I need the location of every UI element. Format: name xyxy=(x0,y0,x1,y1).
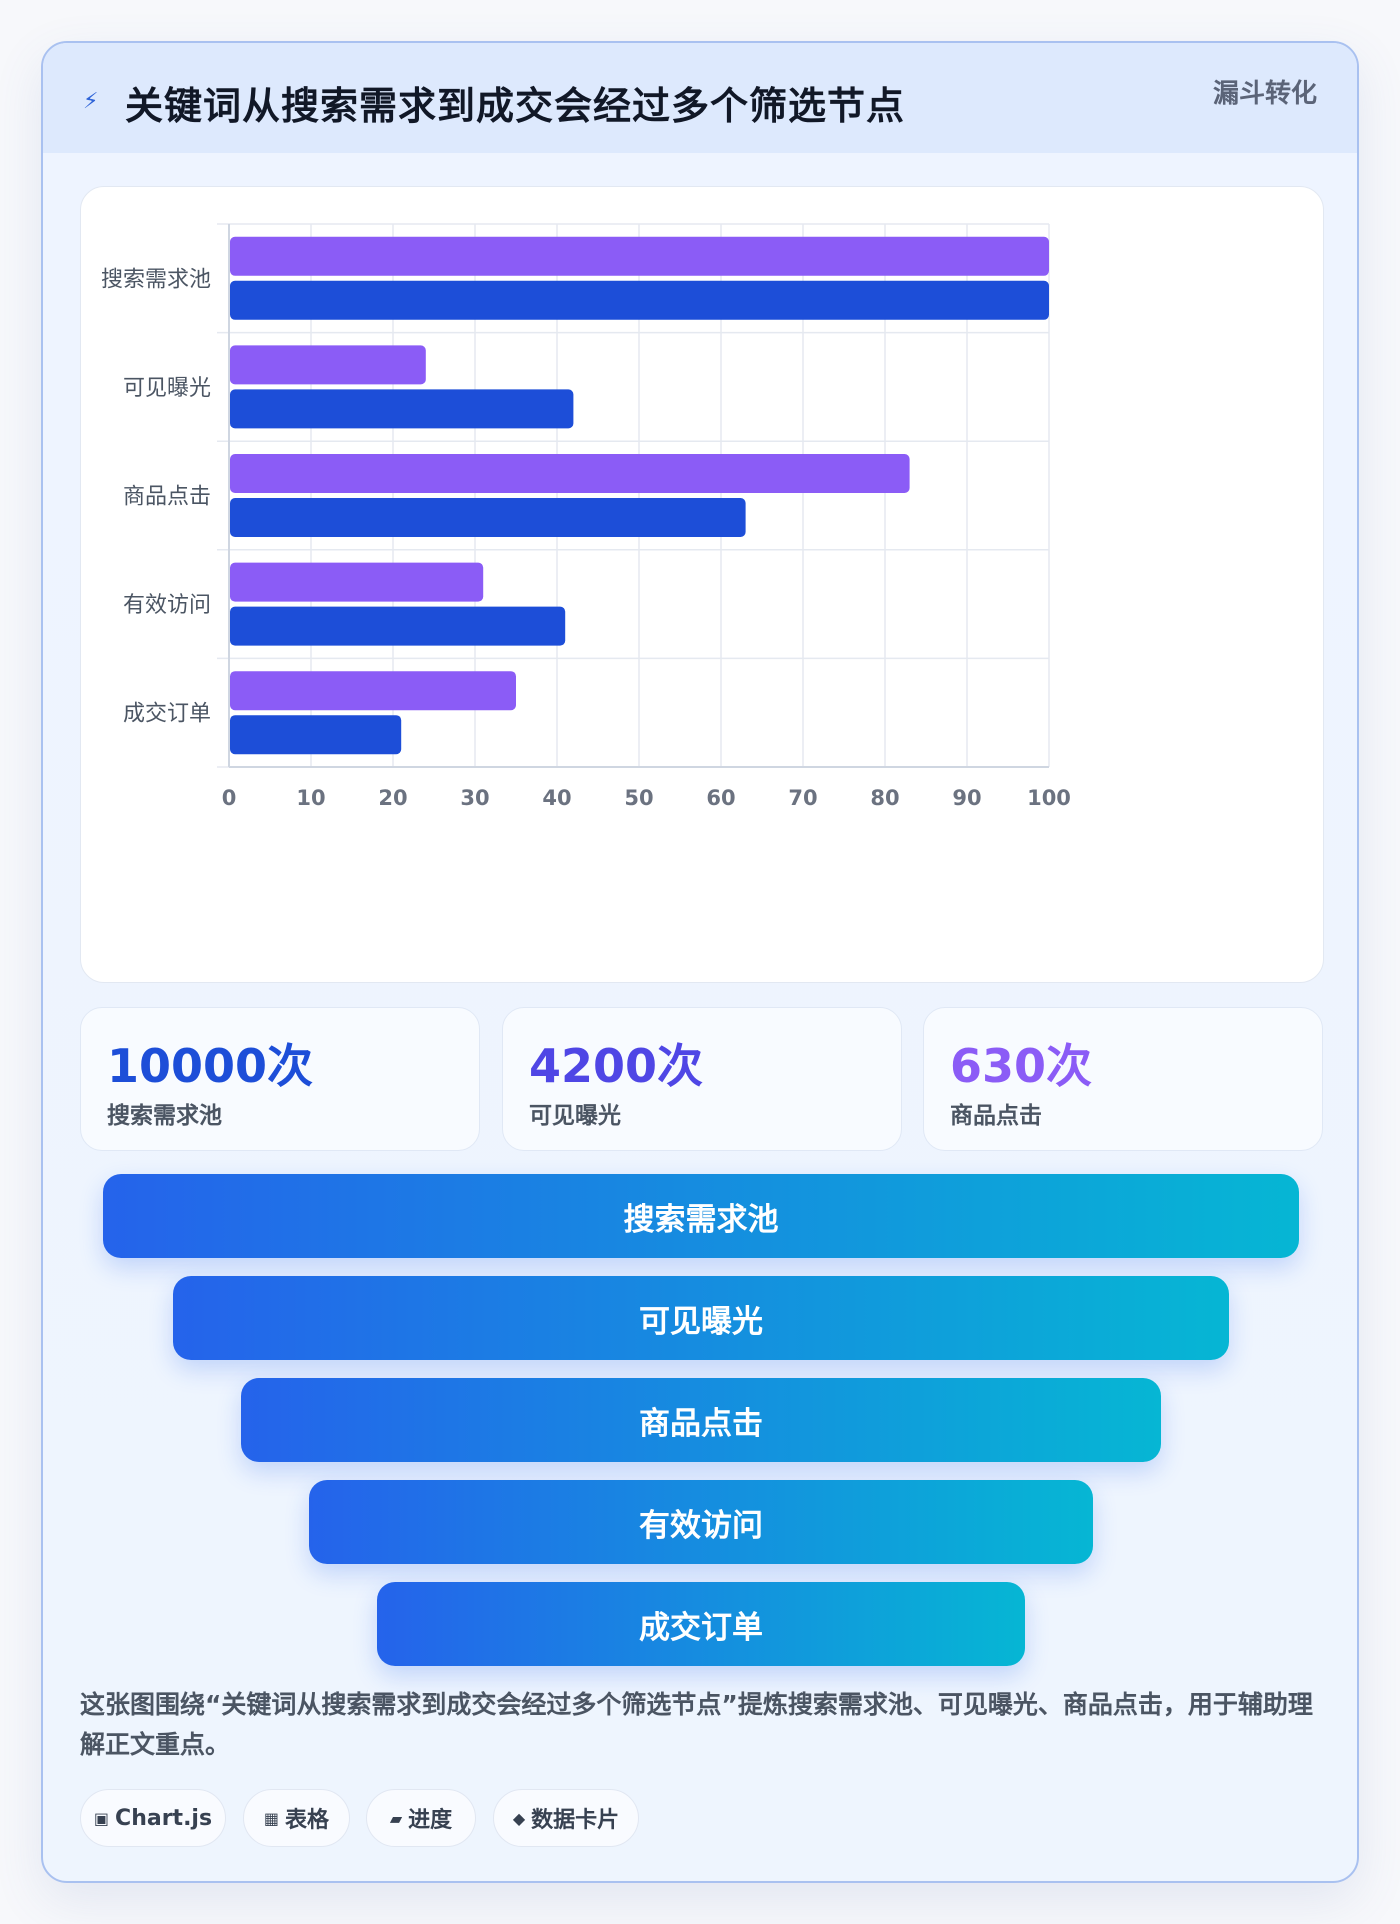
funnel-step-3: 商品点击 xyxy=(241,1378,1161,1462)
infographic-card: ⚡ 关键词从搜索需求到成交会经过多个筛选节点 漏斗转化 搜索需求池 可见曝光 商品点… xyxy=(41,41,1359,1883)
progress-icon: ▰ xyxy=(389,1808,403,1828)
chart-icon: ▣ xyxy=(93,1808,110,1828)
x-tick-label: 90 xyxy=(952,786,981,810)
stat-value: 4200次 xyxy=(529,1039,704,1093)
bar-series-2 xyxy=(230,498,746,537)
y-tick-label: 可见曝光 xyxy=(123,376,211,401)
funnel-step-1: 搜索需求池 xyxy=(103,1174,1299,1258)
stat-value: 10000次 xyxy=(107,1039,314,1093)
chip-table[interactable]: ▦ 表格 xyxy=(243,1789,350,1847)
x-tick-label: 0 xyxy=(222,786,237,810)
bar-series-1 xyxy=(230,562,484,602)
chip-progress[interactable]: ▰ 进度 xyxy=(366,1789,476,1847)
bar-series-1 xyxy=(230,345,426,385)
bar-series-1 xyxy=(230,236,1049,276)
y-tick-label: 成交订单 xyxy=(123,702,211,727)
page-title: 关键词从搜索需求到成交会经过多个筛选节点 xyxy=(125,84,906,128)
diamond-icon: ◆ xyxy=(512,1808,526,1828)
bar-chart: 搜索需求池可见曝光商品点击有效访问成交订单 0 10 20 30 40 50 60 70 80 90… xyxy=(80,186,1324,983)
x-tick-label: 30 xyxy=(460,786,489,810)
stat-label: 商品点击 xyxy=(950,1103,1042,1129)
header-tag: 漏斗转化 xyxy=(1212,79,1317,109)
chip-label: 数据卡片 xyxy=(531,1808,620,1833)
lightning-icon: ⚡ xyxy=(83,89,99,114)
table-icon: ▦ xyxy=(263,1808,280,1828)
x-tick-label: 20 xyxy=(378,786,407,810)
stat-label: 可见曝光 xyxy=(529,1103,621,1129)
card-header: ⚡ 关键词从搜索需求到成交会经过多个筛选节点 漏斗转化 xyxy=(43,43,1357,153)
x-tick-label: 80 xyxy=(870,786,899,810)
chip-data-card[interactable]: ◆ 数据卡片 xyxy=(493,1789,639,1847)
funnel-step-5: 成交订单 xyxy=(377,1582,1025,1666)
stat-card-1: 10000次 搜索需求池 xyxy=(80,1007,480,1151)
stat-label: 搜索需求池 xyxy=(107,1103,222,1129)
bar-series-2 xyxy=(230,280,1049,320)
x-tick-label: 100 xyxy=(1027,786,1071,810)
bar-series-1 xyxy=(230,671,516,711)
y-tick-label: 商品点击 xyxy=(123,485,211,510)
x-tick-label: 50 xyxy=(624,786,653,810)
stat-card-2: 4200次 可见曝光 xyxy=(502,1007,902,1151)
chip-label: Chart.js xyxy=(115,1805,213,1831)
x-tick-label: 60 xyxy=(706,786,735,810)
y-tick-label: 有效访问 xyxy=(123,593,211,618)
funnel-step-2: 可见曝光 xyxy=(173,1276,1229,1360)
bar-series-2 xyxy=(230,389,574,429)
y-tick-label: 搜索需求池 xyxy=(101,267,211,292)
x-tick-label: 70 xyxy=(788,786,817,810)
x-tick-label: 40 xyxy=(542,786,571,810)
chip-label: 表格 xyxy=(285,1808,330,1833)
funnel-step-4: 有效访问 xyxy=(309,1480,1093,1564)
x-tick-label: 10 xyxy=(296,786,325,810)
chip-label: 进度 xyxy=(408,1808,453,1833)
stat-card-3: 630次 商品点击 xyxy=(923,1007,1323,1151)
description: 这张图围绕“关键词从搜索需求到成交会经过多个筛选节点”提炼搜索需求池、可见曝光、… xyxy=(80,1690,1313,1759)
bar-series-2 xyxy=(230,606,566,646)
bar-series-1 xyxy=(230,454,910,493)
stat-value: 630次 xyxy=(950,1039,1093,1093)
chip-chartjs[interactable]: ▣ Chart.js xyxy=(80,1789,226,1847)
bar-series-2 xyxy=(230,715,402,755)
